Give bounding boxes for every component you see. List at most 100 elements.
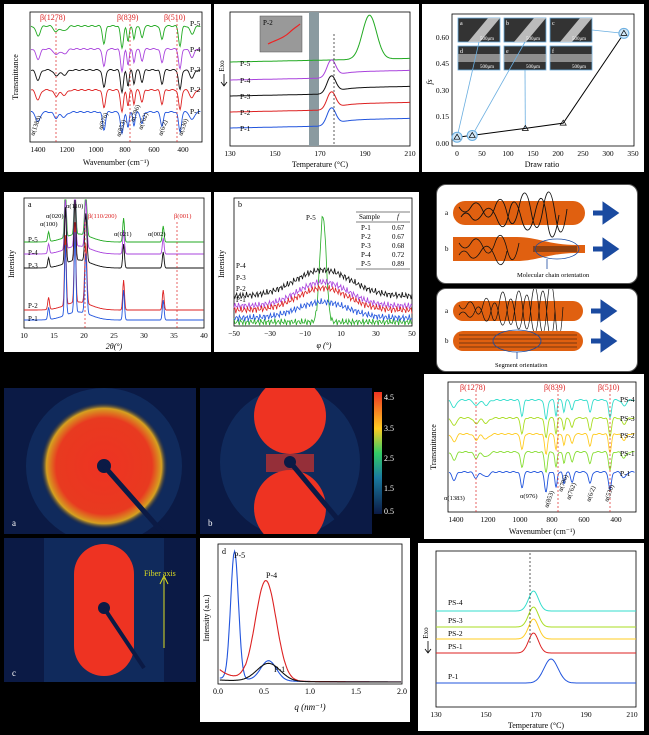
series-label-p1: P-1 bbox=[620, 469, 631, 478]
series-label-p5: P-5 bbox=[240, 59, 251, 68]
arrow-right-icon bbox=[593, 237, 620, 261]
colorbar-svg: 4.5 3.5 2.5 1.5 0.5 bbox=[374, 392, 394, 516]
x-tick: 250 bbox=[577, 149, 589, 158]
series-line-ps-4 bbox=[448, 398, 635, 420]
schematic-letter: a bbox=[445, 209, 449, 217]
series-label-p2: P-2 bbox=[28, 302, 38, 310]
series-line-p-4 bbox=[233, 267, 413, 300]
xrd-chart: a α(020) α(110) α(100) β(110/200) α(021)… bbox=[7, 197, 208, 351]
table-header: Sample bbox=[359, 213, 380, 221]
dsc-p-chart: P-2 P-5 P-4 P-3 P-2 P-1 Exo 130 150 170 … bbox=[218, 11, 416, 169]
highlight-ellipse bbox=[534, 238, 580, 260]
fiber-rod-a bbox=[453, 201, 585, 225]
shaded-band bbox=[309, 12, 319, 146]
data-point bbox=[559, 119, 567, 126]
y-axis-label: fs bbox=[425, 79, 434, 84]
beta-label-839: β(839) bbox=[117, 13, 139, 22]
series-line-p-1 bbox=[230, 107, 410, 129]
series-label-p1: P-1 bbox=[448, 672, 459, 681]
series-label-p1: P-1 bbox=[190, 107, 201, 116]
chain-orientation-schematic: a b Molecular chain orientation bbox=[436, 184, 638, 284]
series-line-p-5 bbox=[233, 215, 413, 327]
y-axis-label: Exo bbox=[422, 627, 430, 639]
series-line-p-1 bbox=[24, 232, 204, 321]
alpha-label-6-2: α(6/2) bbox=[585, 485, 597, 502]
fiber-streak bbox=[458, 54, 500, 62]
dsc-p-panel: P-2 P-5 P-4 P-3 P-2 P-1 Exo 130 150 170 … bbox=[214, 4, 419, 172]
image-letter: a bbox=[12, 518, 16, 528]
x-tick: 400 bbox=[610, 515, 622, 524]
y-axis-label: Transmittance bbox=[11, 54, 20, 100]
panel-letter: a bbox=[28, 200, 32, 209]
aligned-segments bbox=[459, 334, 577, 348]
fiber-rod-a bbox=[453, 301, 583, 321]
table-cell: P-3 bbox=[361, 242, 371, 250]
inset-label: P-2 bbox=[263, 19, 273, 27]
x-tick: 1000 bbox=[89, 145, 104, 154]
x-tick: 800 bbox=[119, 145, 131, 154]
x-tick: 2.0 bbox=[397, 687, 407, 696]
x-tick: 0.0 bbox=[213, 687, 223, 696]
y-axis-label: Intensity bbox=[217, 250, 226, 278]
saxs-a-svg: a bbox=[12, 388, 182, 534]
panel-letter: b bbox=[238, 200, 242, 209]
alpha-label-853: α(853) bbox=[543, 490, 556, 509]
data-point bbox=[453, 133, 461, 140]
x-tick: −50 bbox=[228, 329, 240, 338]
x-tick: 100 bbox=[502, 149, 514, 158]
x-tick: 210 bbox=[404, 149, 416, 158]
series-label-p4: P-4 bbox=[240, 76, 251, 85]
colorbar-tick: 0.5 bbox=[384, 507, 394, 516]
colorbar-tick: 2.5 bbox=[384, 454, 394, 463]
series-line-p-3 bbox=[24, 199, 204, 269]
x-tick: 1.5 bbox=[351, 687, 361, 696]
series-label-ps3: PS-3 bbox=[620, 414, 635, 423]
x-tick: 600 bbox=[578, 515, 590, 524]
series-line-p-1 bbox=[448, 470, 635, 493]
x-tick: 50 bbox=[478, 149, 486, 158]
series-line-p-5 bbox=[219, 549, 402, 683]
x-tick: 15 bbox=[50, 331, 58, 340]
alpha-label-530: α(530) bbox=[177, 118, 190, 137]
series-label-p4: P-4 bbox=[28, 249, 38, 257]
saxs-c-svg: Fiber axis c bbox=[12, 538, 176, 682]
x-tick: 10 bbox=[20, 331, 28, 340]
series-label-p5: P-5 bbox=[28, 236, 38, 244]
x-axis-label: φ (°) bbox=[317, 341, 332, 350]
arrow-right-icon bbox=[591, 299, 618, 323]
series-line-p-3 bbox=[30, 68, 201, 95]
x-tick: 130 bbox=[430, 710, 442, 719]
inset-leader bbox=[471, 41, 526, 136]
highlight-marker bbox=[618, 27, 630, 39]
inset-letter: f bbox=[552, 48, 554, 55]
x-tick: 200 bbox=[552, 149, 564, 158]
series-line-p-5 bbox=[24, 199, 204, 243]
alpha-label-6-2: α(6/2) bbox=[157, 119, 169, 136]
series-label-ps3: PS-3 bbox=[448, 616, 463, 625]
series-line-ps-2 bbox=[448, 432, 635, 456]
colorbar-tick: 1.5 bbox=[384, 484, 394, 493]
arrow-down-icon bbox=[220, 74, 228, 87]
saxs-curve-panel: d P-5 P-4 P-1 0.0 0.5 1.0 1.5 2.0 q (nm⁻… bbox=[200, 538, 410, 722]
alpha-label-976: α(976) bbox=[97, 112, 110, 131]
highlight-marker bbox=[451, 131, 463, 143]
saxs-colorbar: 4.5 3.5 2.5 1.5 0.5 bbox=[372, 388, 402, 518]
azimuthal-chart: b P-5 P-4 P-3 P-2 P-1 Sample f P-1 0.67 … bbox=[217, 197, 416, 350]
ftir-p-panel: β(1278) β(839) β(510) α(1383) α(976) α(8… bbox=[4, 4, 211, 172]
beamstop-arm bbox=[102, 606, 146, 670]
x-tick: 0 bbox=[455, 149, 459, 158]
y-tick: 0.00 bbox=[436, 139, 449, 148]
peak-label: α(110) bbox=[66, 203, 83, 210]
colorbar bbox=[374, 392, 382, 514]
table-cell: 0.67 bbox=[392, 224, 405, 232]
series-line-p-3 bbox=[233, 278, 413, 310]
beta-label-1278: β(1278) bbox=[460, 383, 486, 392]
x-tick: 150 bbox=[527, 149, 539, 158]
fiber-streak bbox=[468, 18, 500, 42]
x-tick: 25 bbox=[110, 331, 118, 340]
x-tick: 190 bbox=[359, 149, 371, 158]
chain-squiggles bbox=[458, 235, 577, 265]
beta-label-1278: β(1278) bbox=[40, 13, 66, 22]
y-axis-label: Transmittance bbox=[429, 424, 438, 470]
series-label-p5: P-5 bbox=[190, 19, 201, 28]
